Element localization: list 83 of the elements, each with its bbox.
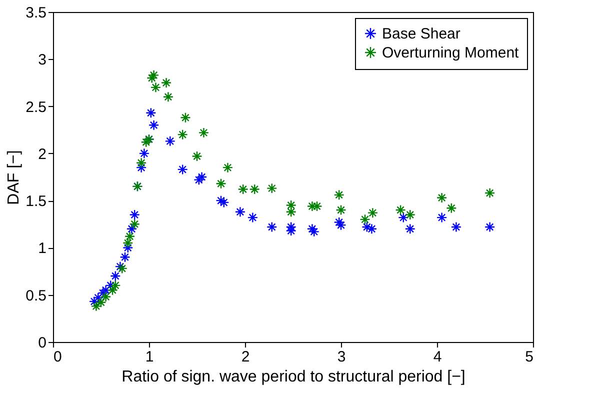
point <box>107 284 118 296</box>
point <box>404 224 416 234</box>
point <box>160 77 172 88</box>
x-tick-label: 5 <box>525 348 534 366</box>
point <box>334 190 344 200</box>
y-tick-label: 0.5 <box>26 287 46 304</box>
point <box>88 296 100 307</box>
x-tick-label: 3 <box>337 348 346 366</box>
point <box>404 209 416 220</box>
point <box>234 206 246 218</box>
point <box>286 200 296 211</box>
point <box>436 212 448 223</box>
point <box>120 252 130 262</box>
y-tick-label: 3 <box>38 52 46 69</box>
point <box>136 162 147 173</box>
point <box>162 92 174 102</box>
point <box>90 300 102 312</box>
point <box>148 70 160 81</box>
y-tick-label: 0 <box>38 334 46 352</box>
point <box>450 222 462 232</box>
point <box>484 188 496 198</box>
point <box>286 206 296 218</box>
point <box>177 129 188 140</box>
legend-label: Base Shear <box>382 26 460 42</box>
point <box>198 127 210 138</box>
x-tick-label: 1 <box>145 348 154 366</box>
point <box>177 164 188 175</box>
point <box>98 288 108 298</box>
point <box>192 150 202 162</box>
point <box>360 214 370 225</box>
point <box>110 270 121 282</box>
point <box>100 291 112 302</box>
point <box>194 174 204 186</box>
x-tick-label: 0 <box>54 348 62 366</box>
point <box>395 204 406 216</box>
point <box>146 72 158 84</box>
point <box>218 197 230 208</box>
x-axis-title: Ratio of sign. wave period to structural period [−] <box>122 368 466 386</box>
point <box>180 112 191 123</box>
point <box>308 226 320 238</box>
y-tick-label: 1.5 <box>26 193 46 210</box>
legend-label: Overturning Moment <box>382 44 520 62</box>
point <box>122 238 134 248</box>
point <box>222 162 234 173</box>
x-tick-label: 4 <box>433 348 442 366</box>
point <box>105 280 116 291</box>
point <box>436 192 448 204</box>
y-tick-label: 2 <box>38 146 46 163</box>
point <box>138 148 150 159</box>
point <box>336 220 346 230</box>
point <box>148 120 160 130</box>
y-tick-label: 1 <box>38 240 46 258</box>
point <box>446 202 457 214</box>
y-tick-label: 3.5 <box>26 4 46 22</box>
point <box>238 184 248 195</box>
point <box>216 195 226 206</box>
point <box>334 216 344 228</box>
point <box>96 297 106 308</box>
y-tick-label: 2.5 <box>26 98 46 116</box>
point <box>126 224 138 234</box>
point <box>306 224 318 234</box>
point <box>150 82 162 93</box>
point <box>164 136 176 147</box>
point <box>140 136 152 148</box>
point <box>129 209 140 220</box>
point <box>146 108 156 118</box>
point <box>136 158 147 168</box>
point <box>216 178 226 189</box>
point <box>100 284 112 296</box>
point <box>484 222 496 232</box>
point <box>266 222 278 232</box>
point <box>398 212 409 223</box>
point <box>110 280 121 291</box>
point <box>249 184 260 195</box>
point <box>336 204 346 216</box>
point <box>266 182 278 194</box>
point <box>247 212 258 223</box>
point <box>196 172 208 182</box>
point <box>367 207 378 218</box>
point <box>129 218 140 230</box>
y-axis-title: DAF [−] <box>6 150 23 205</box>
point <box>124 231 136 242</box>
x-tick-label: 2 <box>241 348 250 366</box>
